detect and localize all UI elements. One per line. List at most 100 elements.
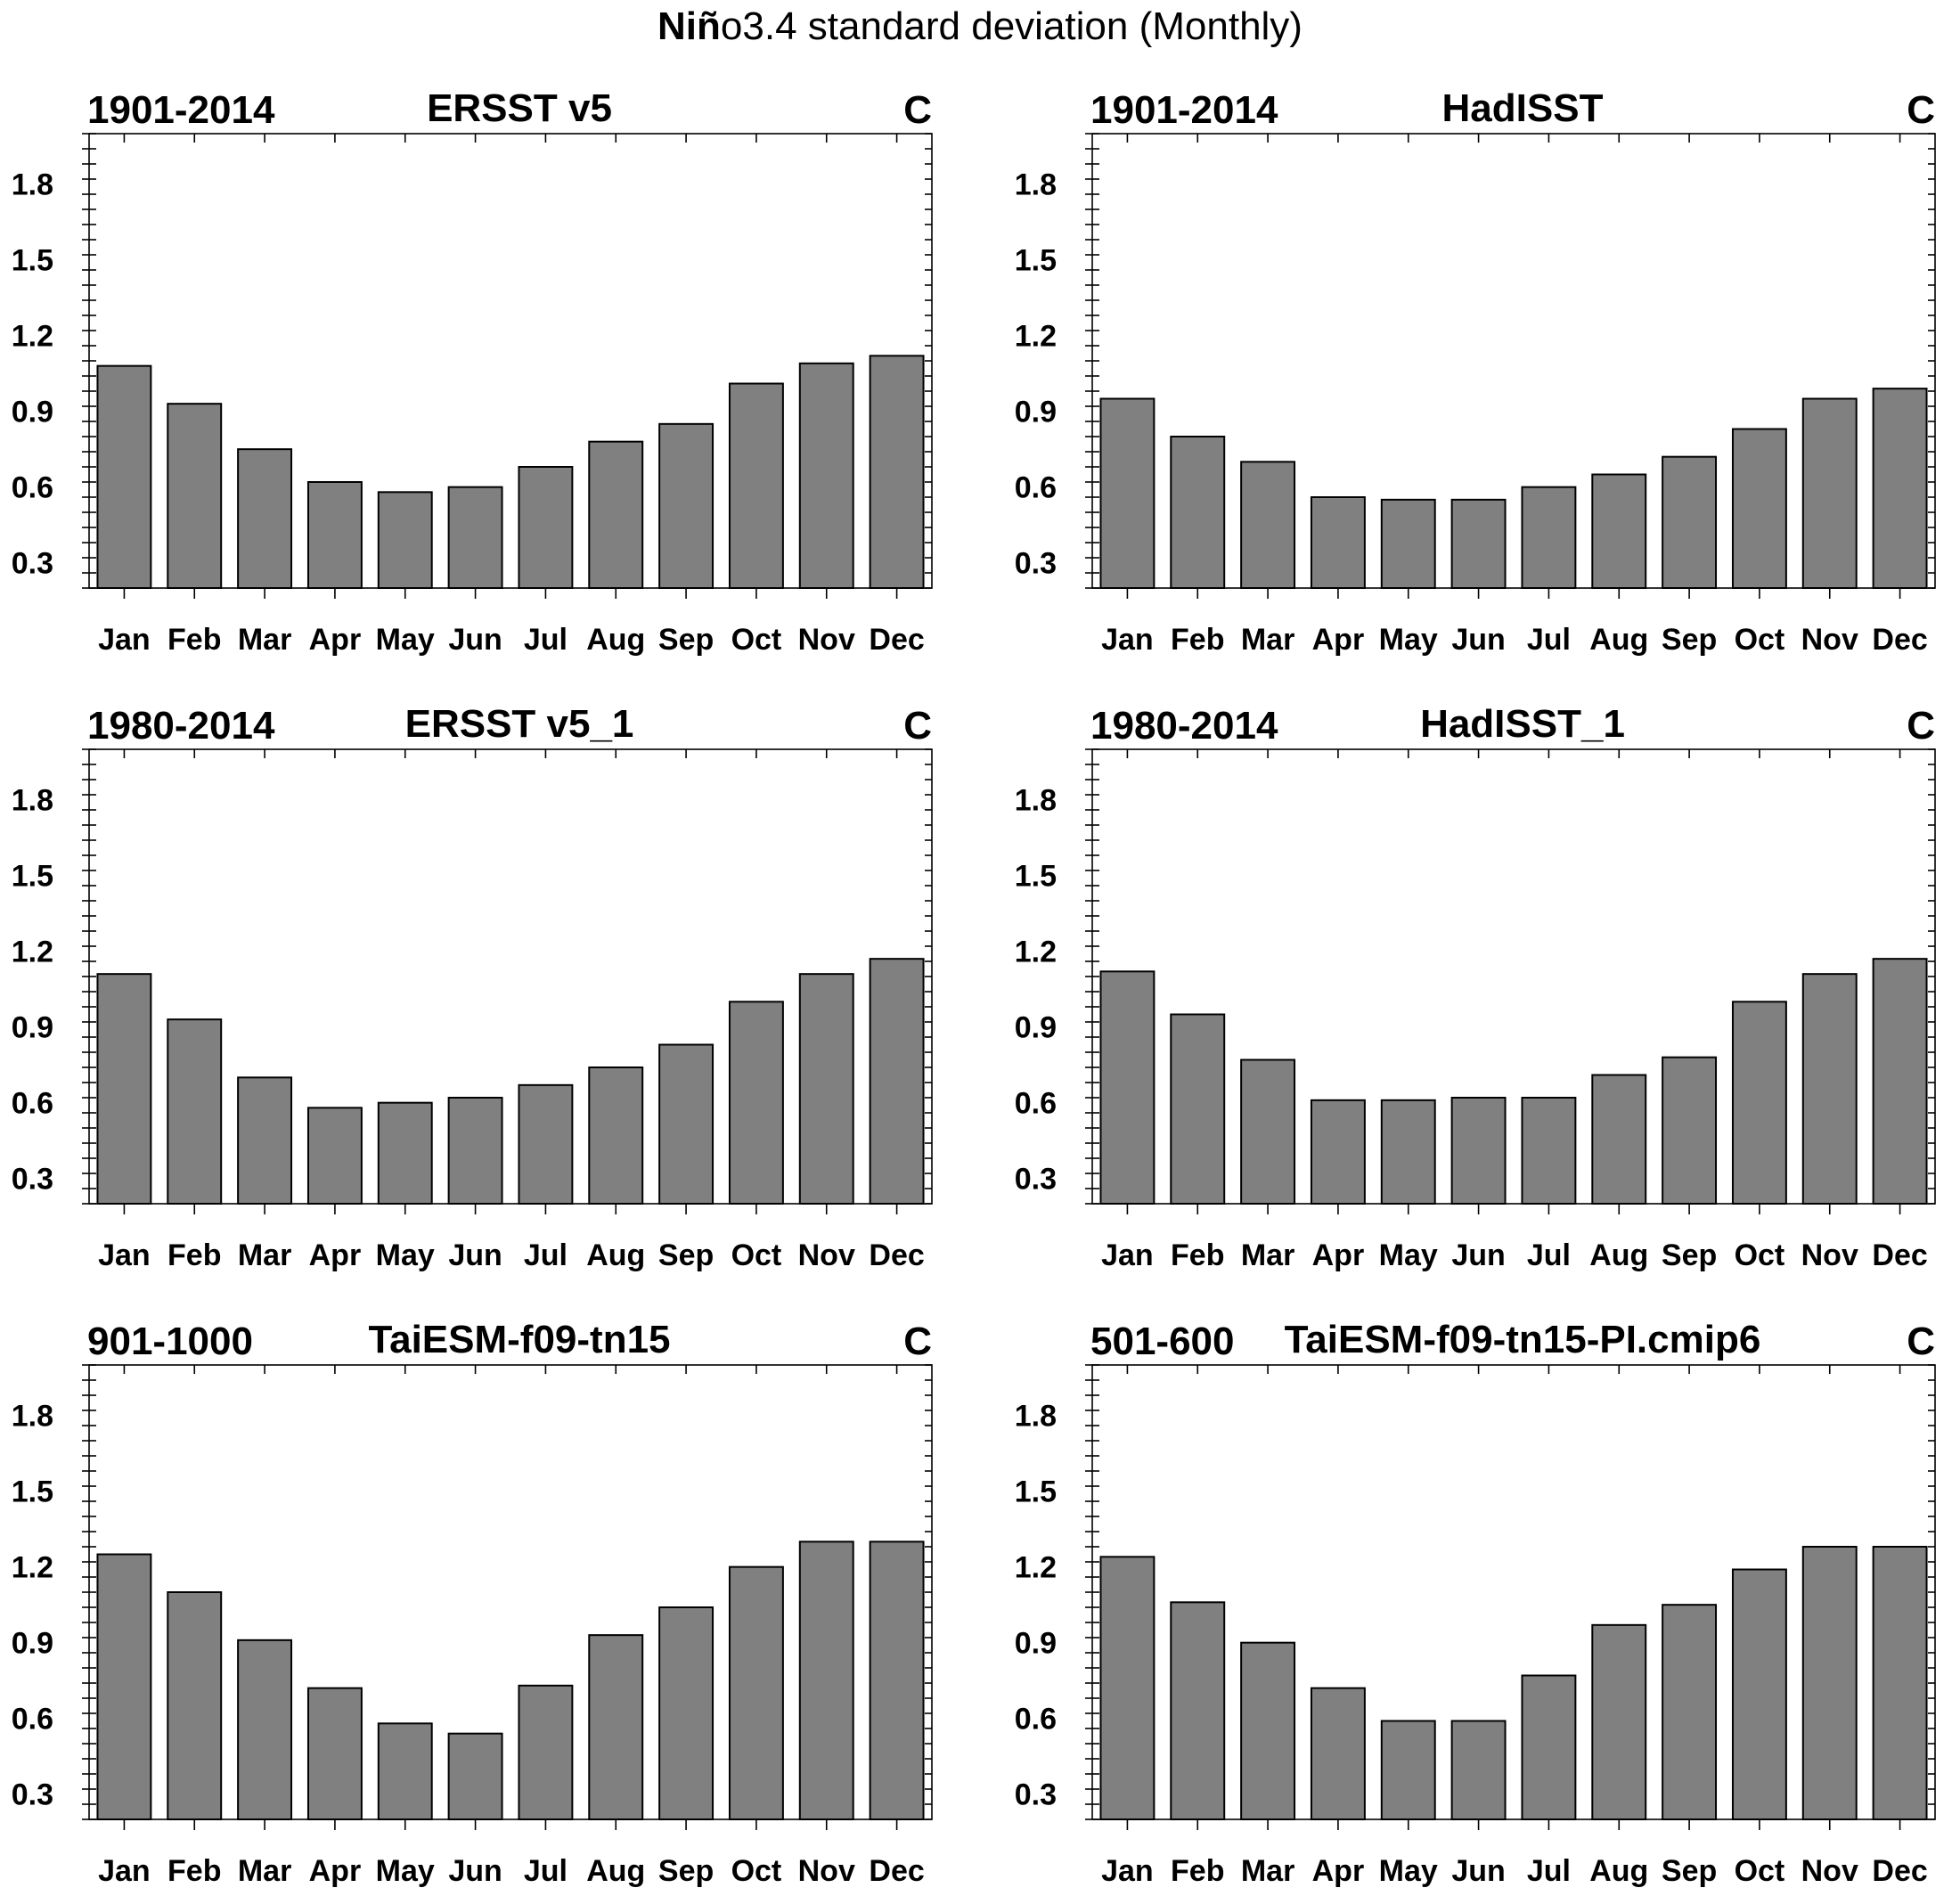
x-tick-label: Sep (1662, 1854, 1717, 1888)
x-tick-label: Jul (1527, 1238, 1571, 1272)
y-tick-label: 1.2 (1015, 320, 1057, 354)
bar-oct (728, 1001, 784, 1205)
y-tick-label: 1.5 (1015, 244, 1057, 278)
x-tick-label: Apr (309, 1854, 362, 1888)
y-tick-label: 0.3 (12, 547, 53, 581)
bar-jul (1521, 1097, 1577, 1205)
x-tick-label: Dec (869, 1854, 924, 1888)
bar-jul (1521, 486, 1577, 590)
period-label: 901-1000 (87, 1320, 253, 1363)
y-tick-label: 0.6 (1015, 471, 1057, 505)
x-tick-label: Jun (1451, 1854, 1505, 1888)
bar-oct (728, 1565, 784, 1820)
chart-panel-5: 901-1000 TaiESM-f09-tn15 C 0.3 0.6 0.9 1.2 1.5 1… (12, 1318, 933, 1888)
chart-panel-2: 1901-2014 HadISST C 0.3 0.6 0.9 1.2 1.5 1.8 Jan Fe… (1015, 86, 1936, 657)
x-tick-label: Aug (586, 623, 645, 657)
bar-aug (1591, 1623, 1647, 1821)
bar-jan (96, 1553, 152, 1820)
bar-sep (658, 422, 715, 590)
x-tick-label: Apr (1312, 623, 1365, 657)
units-label: C (1907, 1320, 1935, 1363)
y-tick-label: 1.5 (1015, 860, 1057, 894)
figure-title-bold: Niñ (657, 4, 721, 48)
x-tick-label: Feb (167, 1238, 221, 1272)
bar-feb (167, 1018, 223, 1205)
panel-title: ERSST v5 (427, 86, 612, 130)
chart-panel-1: 1901-2014 ERSST v5 C 0.3 0.6 0.9 1.2 1.5 1.8 Jan F… (12, 86, 933, 657)
x-tick-label: Oct (731, 623, 782, 657)
y-tick-label: 1.8 (12, 168, 53, 202)
y-tick-label: 0.6 (1015, 1087, 1057, 1121)
x-tick-label: Nov (1801, 1238, 1858, 1272)
units-label: C (903, 1320, 932, 1363)
period-label: 1980-2014 (1090, 704, 1278, 748)
y-tick-label: 0.3 (1015, 1163, 1057, 1197)
y-tick-label: 0.9 (12, 396, 53, 429)
units-label: C (1907, 704, 1935, 748)
x-tick-label: Nov (798, 623, 855, 657)
x-tick-label: Mar (1241, 1238, 1294, 1272)
bar-nov (1801, 1546, 1858, 1820)
x-tick-label: Nov (798, 1854, 855, 1888)
x-tick-label: Dec (1872, 1854, 1927, 1888)
bar-nov (798, 362, 854, 590)
x-tick-label: Jul (1527, 623, 1571, 657)
x-tick-label: Apr (309, 623, 362, 657)
period-label: 1901-2014 (87, 88, 275, 132)
x-tick-label: May (1379, 1238, 1438, 1272)
y-tick-label: 1.8 (1015, 784, 1057, 818)
units-label: C (903, 88, 932, 132)
bar-dec (1872, 1546, 1928, 1820)
bar-jul (1521, 1674, 1577, 1820)
y-tick-label: 0.6 (12, 471, 53, 505)
x-tick-label: Aug (586, 1854, 645, 1888)
bar-oct (1731, 428, 1787, 589)
bar-jan (1099, 397, 1156, 589)
bar-apr (306, 1107, 363, 1205)
bar-sep (1662, 455, 1718, 590)
y-tick-label: 1.2 (1015, 936, 1057, 969)
bar-oct (728, 382, 784, 589)
bar-may (1380, 498, 1436, 589)
chart-panel-3: 1980-2014 ERSST v5_1 C 0.3 0.6 0.9 1.2 1.5 1.8 Ja… (12, 702, 933, 1272)
x-tick-label: Oct (1735, 623, 1785, 657)
bar-jul (518, 466, 574, 589)
units-label: C (903, 704, 932, 748)
period-label: 1901-2014 (1090, 88, 1278, 132)
bar-sep (658, 1043, 715, 1205)
x-tick-label: Nov (1801, 623, 1858, 657)
x-tick-label: Sep (1662, 1238, 1717, 1272)
x-tick-label: May (376, 623, 435, 657)
period-label: 501-600 (1090, 1320, 1234, 1363)
y-tick-label: 1.2 (1015, 1551, 1057, 1585)
x-tick-label: Mar (1241, 1854, 1294, 1888)
x-tick-label: Jun (448, 623, 502, 657)
y-tick-label: 1.2 (12, 936, 53, 969)
x-tick-label: Aug (1589, 1854, 1648, 1888)
y-tick-label: 0.9 (1015, 1011, 1057, 1045)
bar-jun (1450, 498, 1507, 589)
x-tick-label: Feb (1171, 1238, 1224, 1272)
x-tick-label: Sep (658, 623, 714, 657)
bar-jun (447, 1097, 503, 1205)
x-tick-label: May (376, 1854, 435, 1888)
bar-feb (1170, 436, 1226, 589)
y-tick-label: 0.6 (12, 1703, 53, 1737)
bar-dec (1872, 958, 1928, 1205)
bar-nov (1801, 397, 1858, 589)
bar-mar (1240, 1058, 1296, 1205)
bar-dec (1872, 388, 1928, 589)
bar-jul (518, 1083, 574, 1205)
x-tick-label: Dec (869, 623, 924, 657)
x-tick-label: May (1379, 1854, 1438, 1888)
x-tick-label: Aug (1589, 623, 1648, 657)
y-tick-label: 1.5 (12, 860, 53, 894)
chart-panel-4: 1980-2014 HadISST_1 C 0.3 0.6 0.9 1.2 1.5 1.8 Jan… (1015, 702, 1936, 1272)
bar-feb (167, 1591, 223, 1820)
bar-dec (869, 355, 925, 589)
bar-feb (167, 403, 223, 589)
x-tick-label: Aug (586, 1238, 645, 1272)
y-tick-label: 1.5 (1015, 1475, 1057, 1509)
y-tick-label: 1.2 (12, 1551, 53, 1585)
